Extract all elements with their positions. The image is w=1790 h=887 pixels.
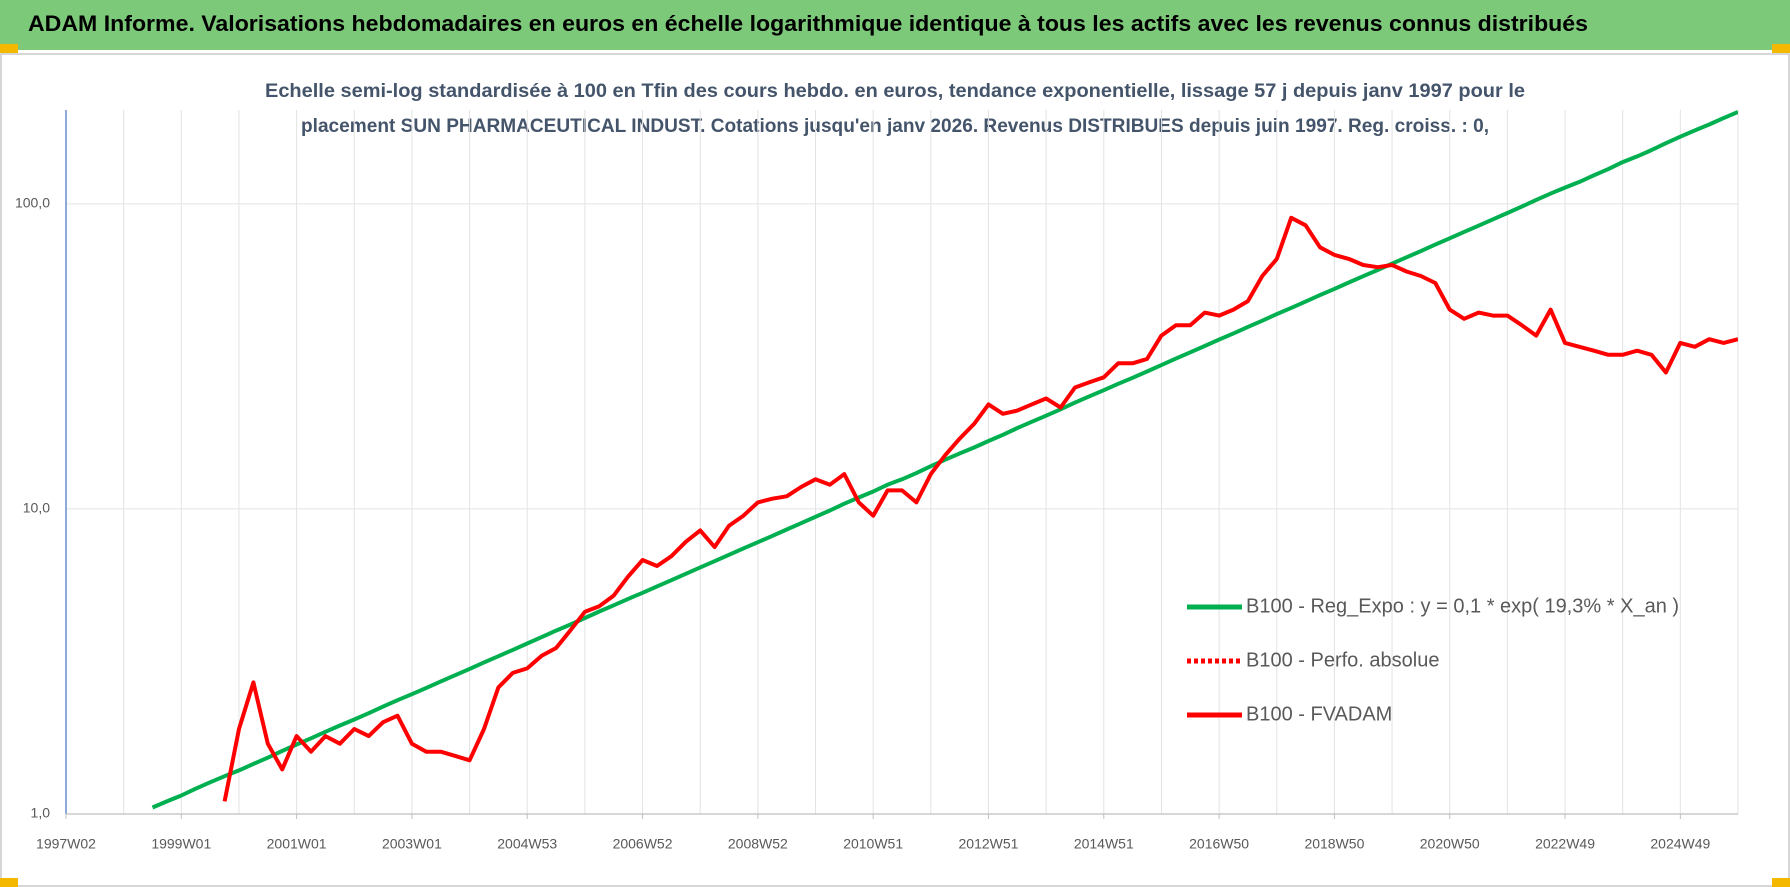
x-tick-label: 2012W51 — [959, 836, 1019, 852]
x-tick-label: 2016W50 — [1189, 836, 1249, 852]
x-tick-label: 2008W52 — [728, 836, 788, 852]
x-tick-label: 2010W51 — [843, 836, 903, 852]
x-tick-label: 1997W02 — [36, 836, 96, 852]
chart-subtitle: Echelle semi-log standardisée à 100 en T… — [265, 81, 1525, 102]
x-tick-label: 2003W01 — [382, 836, 442, 852]
corner — [0, 878, 18, 887]
chart-subtitle: placement SUN PHARMACEUTICAL INDUST. Cot… — [301, 116, 1489, 137]
legend-label: B100 - Perfo. absolue — [1246, 649, 1439, 671]
x-tick-label: 2022W49 — [1535, 836, 1595, 852]
series-line — [222, 215, 1738, 802]
series-line — [151, 110, 1738, 810]
x-tick-label: 1999W01 — [151, 836, 211, 852]
legend-label: B100 - FVADAM — [1246, 703, 1392, 725]
plot-area — [151, 110, 1738, 810]
x-tick-label: 2001W01 — [267, 836, 327, 852]
corner — [1772, 878, 1790, 887]
corner — [0, 44, 18, 53]
y-tick-label: 10,0 — [23, 500, 50, 516]
frame — [0, 53, 1790, 887]
chart-title: ADAM Informe. Valorisations hebdomadaire… — [28, 11, 1588, 36]
y-tick-label: 1,0 — [31, 805, 51, 821]
x-tick-label: 2014W51 — [1074, 836, 1134, 852]
x-tick-label: 2006W52 — [613, 836, 673, 852]
title-banner — [0, 0, 1790, 50]
corner — [1772, 44, 1790, 53]
x-tick-label: 2024W49 — [1650, 836, 1710, 852]
legend-label: B100 - Reg_Expo : y = 0,1 * exp( 19,3% *… — [1246, 595, 1679, 617]
x-tick-label: 2004W53 — [497, 836, 557, 852]
x-tick-label: 2018W50 — [1304, 836, 1364, 852]
x-tick-label: 2020W50 — [1420, 836, 1480, 852]
y-tick-label: 100,0 — [15, 195, 50, 211]
